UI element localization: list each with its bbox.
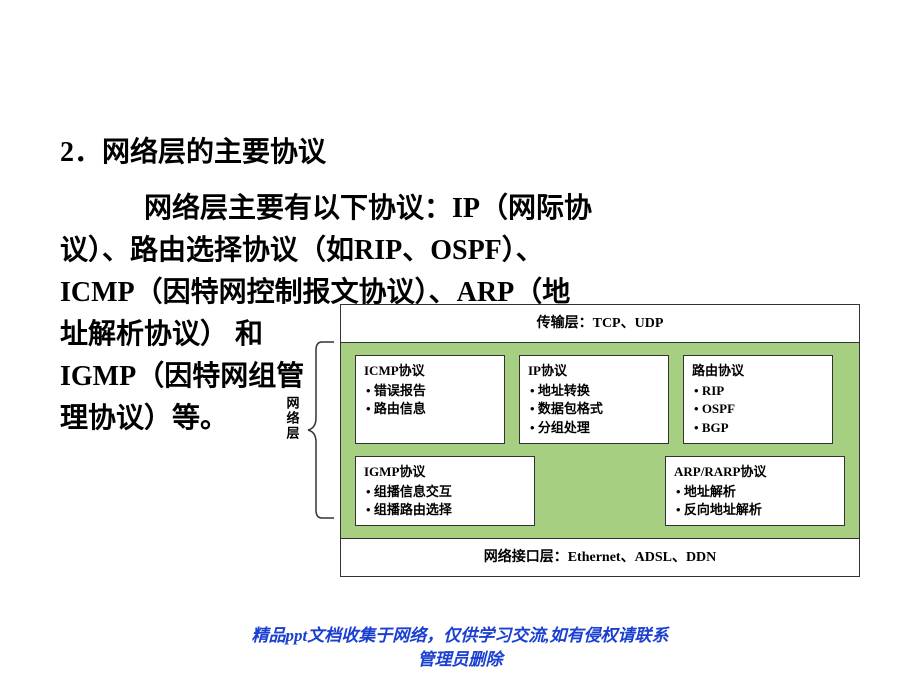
- para-left-block: 址解析协议） 和IGMP（因特网组管理协议）等。: [60, 314, 320, 440]
- network-layer-section: ICMP协议 错误报告 路由信息 IP协议 地址转换 数据包格: [341, 343, 859, 538]
- proto-row-top: ICMP协议 错误报告 路由信息 IP协议 地址转换 数据包格: [355, 355, 845, 444]
- para-line-4: 址解析协议）: [60, 319, 228, 350]
- route-title: 路由协议: [692, 362, 824, 380]
- igmp-title: IGMP协议: [364, 463, 526, 481]
- footer-line-2: 管理员删除: [418, 650, 503, 669]
- arp-item-0: 地址解析: [676, 483, 836, 501]
- link-layer-row: 网络接口层：Ethernet、ADSL、DDN: [341, 538, 859, 576]
- ip-title: IP协议: [528, 362, 660, 380]
- route-box: 路由协议 RIP OSPF BGP: [683, 355, 833, 444]
- diagram-wrapper: 网络层 传输层：TCP、UDP ICMP协议 错误报告: [340, 304, 860, 577]
- arp-box: ARP/RARP协议 地址解析 反向地址解析: [665, 456, 845, 527]
- protocol-diagram: 传输层：TCP、UDP ICMP协议 错误报告 路由信息: [340, 304, 860, 577]
- section-heading: 2．网络层的主要协议: [60, 130, 860, 170]
- arp-list: 地址解析 反向地址解析: [674, 483, 836, 519]
- slide-content: 2．网络层的主要协议 网络层主要有以下协议：IP（网际协 议）、路由选择协议（如…: [0, 0, 920, 577]
- ip-list: 地址转换 数据包格式 分组处理: [528, 382, 660, 437]
- bracket-icon: [304, 340, 338, 520]
- igmp-item-1: 组播路由选择: [366, 501, 526, 519]
- lower-row: 址解析协议） 和IGMP（因特网组管理协议）等。 网络层 传输层：TCP、UDP: [60, 314, 860, 577]
- route-item-0: RIP: [694, 382, 824, 400]
- ip-item-0: 地址转换: [530, 382, 660, 400]
- arp-title: ARP/RARP协议: [674, 463, 836, 481]
- arp-item-1: 反向地址解析: [676, 501, 836, 519]
- igmp-box: IGMP协议 组播信息交互 组播路由选择: [355, 456, 535, 527]
- route-list: RIP OSPF BGP: [692, 382, 824, 437]
- icmp-title: ICMP协议: [364, 362, 496, 380]
- route-item-2: BGP: [694, 419, 824, 437]
- ip-item-1: 数据包格式: [530, 400, 660, 418]
- footer-line-1: 精品ppt文档收集于网络，仅供学习交流,如有侵权请联系: [252, 626, 669, 645]
- icmp-box: ICMP协议 错误报告 路由信息: [355, 355, 505, 444]
- icmp-item-1: 路由信息: [366, 400, 496, 418]
- para-line-2: 议）、路由选择协议（如RIP、OSPF）、: [60, 235, 544, 266]
- footer-note: 精品ppt文档收集于网络，仅供学习交流,如有侵权请联系 管理员删除: [0, 624, 920, 672]
- network-layer-side-label: 网络层: [282, 396, 302, 441]
- transport-layer-row: 传输层：TCP、UDP: [341, 305, 859, 343]
- igmp-item-0: 组播信息交互: [366, 483, 526, 501]
- igmp-list: 组播信息交互 组播路由选择: [364, 483, 526, 519]
- icmp-item-0: 错误报告: [366, 382, 496, 400]
- ip-box: IP协议 地址转换 数据包格式 分组处理: [519, 355, 669, 444]
- proto-row-bottom: IGMP协议 组播信息交互 组播路由选择 ARP/RARP协议 地址解析: [355, 456, 845, 527]
- body-paragraph: 网络层主要有以下协议：IP（网际协 议）、路由选择协议（如RIP、OSPF）、 …: [60, 188, 860, 577]
- icmp-list: 错误报告 路由信息: [364, 382, 496, 418]
- ip-item-2: 分组处理: [530, 419, 660, 437]
- para-line-1: 网络层主要有以下协议：IP（网际协: [60, 188, 860, 230]
- route-item-1: OSPF: [694, 400, 824, 418]
